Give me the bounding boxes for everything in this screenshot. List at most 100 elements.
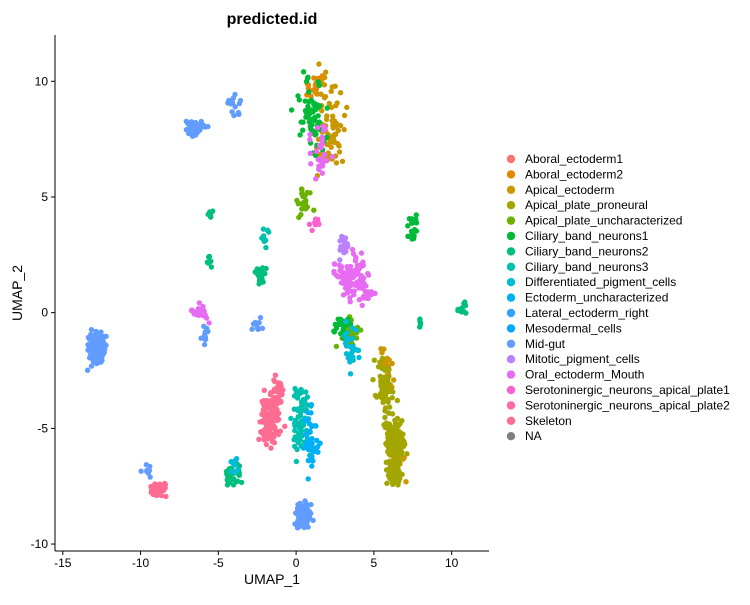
- data-point: [307, 428, 313, 434]
- x-tick-label: 10: [445, 556, 459, 570]
- data-point: [405, 233, 411, 239]
- legend-label: Mesodermal_cells: [525, 321, 622, 335]
- data-point: [349, 335, 356, 342]
- data-point: [315, 156, 321, 163]
- legend-item: Mesodermal_cells: [506, 321, 622, 335]
- data-point: [350, 269, 356, 275]
- data-point: [315, 449, 321, 455]
- series-ectoderm-uncharacterized: [300, 402, 323, 482]
- data-point: [297, 132, 303, 138]
- data-point: [403, 479, 409, 485]
- x-axis-title: UMAP_1: [244, 571, 300, 587]
- data-point: [309, 463, 315, 469]
- data-point: [268, 399, 274, 405]
- data-point: [263, 411, 269, 417]
- x-tick-label: -5: [213, 556, 224, 570]
- data-point: [288, 107, 295, 113]
- data-point: [347, 299, 353, 305]
- data-point: [144, 468, 150, 474]
- data-point: [389, 464, 395, 470]
- data-point: [340, 323, 347, 329]
- data-point: [268, 407, 275, 413]
- data-point: [295, 439, 301, 445]
- data-point: [294, 446, 300, 453]
- data-point: [305, 476, 311, 482]
- y-tick-label: -5: [37, 421, 48, 435]
- data-point: [391, 377, 397, 383]
- data-point: [202, 329, 208, 335]
- data-point: [336, 149, 343, 155]
- legend-item: Lateral_ectoderm_right: [506, 306, 649, 320]
- data-point: [229, 99, 235, 105]
- legend-label: NA: [525, 429, 542, 443]
- x-tick-label: -10: [132, 556, 150, 570]
- data-point: [331, 261, 338, 267]
- data-point: [340, 292, 347, 298]
- data-point: [328, 139, 334, 145]
- data-point: [383, 420, 389, 426]
- data-point: [274, 401, 280, 407]
- data-point: [309, 122, 315, 128]
- data-point: [341, 333, 348, 339]
- data-point: [380, 383, 386, 389]
- legend-label: Oral_ectoderm_Mouth: [525, 368, 644, 382]
- data-point: [319, 170, 325, 176]
- data-point: [208, 264, 215, 270]
- data-point: [316, 61, 322, 67]
- data-point: [329, 154, 336, 160]
- legend-swatch: [506, 216, 516, 225]
- legend-item: Apical_plate_uncharacterized: [506, 214, 682, 228]
- data-point: [264, 227, 271, 233]
- data-point: [308, 161, 314, 167]
- data-point: [306, 221, 313, 227]
- data-point: [313, 176, 319, 182]
- data-point: [307, 136, 313, 143]
- data-point: [358, 250, 365, 256]
- data-point: [385, 448, 391, 455]
- data-point: [362, 288, 368, 295]
- data-point: [359, 302, 365, 309]
- data-point: [329, 84, 335, 90]
- data-point: [101, 346, 107, 352]
- data-point: [321, 82, 328, 88]
- legend-swatch: [506, 247, 516, 256]
- data-point: [411, 235, 417, 242]
- data-point: [309, 227, 315, 234]
- data-point: [318, 91, 324, 97]
- data-point: [310, 109, 316, 115]
- data-point: [314, 125, 321, 131]
- series-ciliary-band-neurons2: [204, 208, 469, 488]
- legend-swatch: [506, 278, 516, 287]
- data-point: [299, 186, 305, 192]
- data-point: [395, 482, 401, 488]
- series-mitotic-pigment-cells: [337, 233, 351, 263]
- data-point: [236, 111, 242, 118]
- data-point: [295, 524, 301, 530]
- data-point: [256, 281, 262, 287]
- data-point: [262, 426, 268, 433]
- data-point: [383, 378, 389, 385]
- data-point: [291, 437, 297, 443]
- data-point: [365, 272, 372, 278]
- data-point: [399, 437, 405, 443]
- legend-item: Serotoninergic_neurons_apical_plate2: [506, 398, 730, 412]
- legend-label: Ciliary_band_neurons2: [525, 244, 649, 258]
- data-point: [147, 463, 153, 470]
- data-point: [371, 357, 378, 363]
- data-point: [307, 131, 313, 138]
- data-point: [381, 397, 387, 403]
- data-point: [263, 244, 269, 251]
- data-point: [383, 459, 389, 465]
- legend-item: NA: [506, 429, 542, 443]
- points-layer: [84, 61, 469, 531]
- y-tick-label: 5: [41, 190, 48, 204]
- data-point: [336, 262, 343, 268]
- data-point: [272, 372, 279, 378]
- data-point: [189, 307, 195, 313]
- data-point: [94, 341, 100, 348]
- data-point: [413, 212, 419, 218]
- data-point: [198, 120, 204, 126]
- legend-item: Serotoninergic_neurons_apical_plate1: [506, 383, 730, 397]
- data-point: [307, 515, 313, 522]
- data-point: [313, 148, 319, 155]
